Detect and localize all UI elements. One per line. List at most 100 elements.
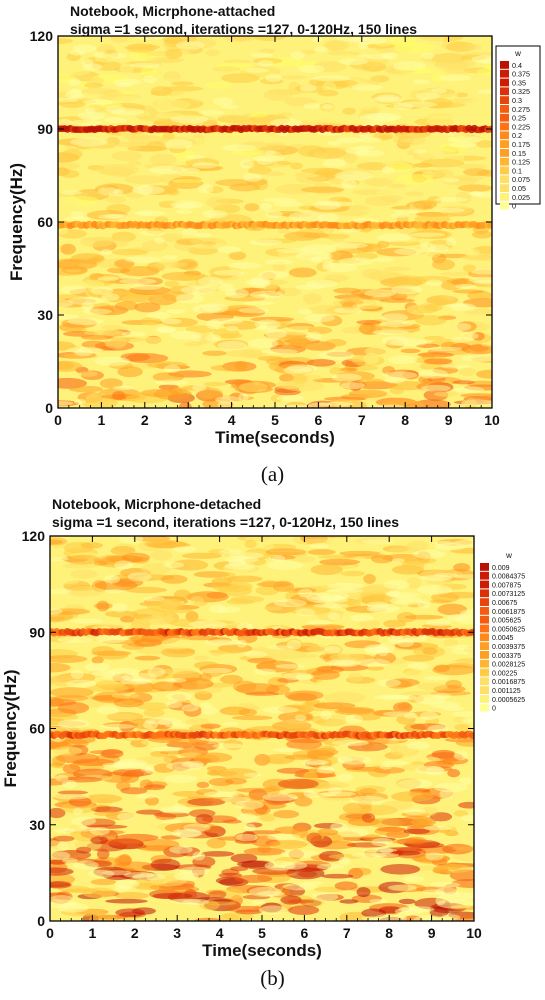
legend-swatch	[480, 651, 489, 659]
legend-level-label: 0.05	[512, 184, 526, 193]
legend-level-label: 0.009	[492, 565, 510, 572]
chart-title: Notebook, Micrphone-attached	[70, 3, 275, 19]
y-tick-label: 30	[37, 307, 53, 323]
y-axis-label: Frequency(Hz)	[1, 669, 20, 787]
legend-title: w	[505, 551, 512, 560]
caption-a: (a)	[260, 462, 285, 486]
x-tick-label: 1	[89, 925, 97, 941]
legend-swatch	[480, 571, 489, 580]
legend-swatch	[480, 598, 489, 606]
legend-level-label: 0.375	[512, 70, 530, 79]
legend-level-label: 0.0005625	[492, 697, 525, 704]
legend-swatch	[480, 642, 489, 650]
x-tick-label: 3	[184, 412, 192, 428]
chart-subtitle: sigma =1 second, iterations =127, 0-120H…	[70, 21, 417, 37]
x-tick-label: 6	[315, 412, 323, 428]
legend-swatch	[500, 122, 509, 131]
legend-swatch	[480, 607, 489, 615]
x-tick-label: 8	[401, 412, 409, 428]
y-tick-label: 0	[45, 400, 53, 416]
legend-level-label: 0.005625	[492, 618, 521, 625]
chart-subtitle: sigma =1 second, iterations =127, 0-120H…	[52, 514, 399, 530]
legend-swatch	[480, 686, 489, 694]
legend-swatch	[500, 131, 509, 140]
legend-swatch	[500, 105, 509, 113]
x-tick-label: 2	[131, 925, 139, 941]
spectral-band-90hz	[50, 627, 474, 637]
legend-title: w	[514, 49, 521, 58]
y-axis-label: Frequency(Hz)	[7, 163, 26, 281]
legend-level-label: 0.325	[512, 87, 530, 96]
legend-level-label: 0.0061875	[492, 609, 525, 616]
legend-level-label: 0.0073125	[492, 591, 525, 598]
y-tick-label: 120	[30, 28, 54, 44]
x-tick-label: 10	[484, 412, 500, 428]
spectrogram-panel-a: Notebook, Micrphone-attached sigma =1 sec…	[7, 3, 541, 486]
legend-level-label: 0.003375	[492, 653, 521, 660]
legend-level-label: 0.1	[512, 166, 522, 175]
legend-swatch	[500, 61, 509, 69]
legend-swatch	[500, 193, 509, 201]
chart-b: Notebook, Micrphone-detached sigma =1 sec…	[1, 496, 542, 960]
legend-level-label: 0.25	[512, 114, 526, 123]
legend-swatch	[480, 624, 489, 633]
x-tick-label: 6	[301, 925, 309, 941]
y-tick-label: 60	[29, 721, 45, 737]
legend-level-label: 0.0084375	[492, 574, 525, 581]
legend-level-label: 0.125	[512, 158, 530, 167]
caption-b: (b)	[260, 966, 285, 990]
legend-swatch	[480, 563, 489, 571]
legend-level-label: 0.0016875	[492, 679, 525, 686]
legend-swatch	[500, 175, 509, 184]
legend-level-label: 0.3	[512, 96, 522, 105]
legend-swatch	[480, 580, 489, 589]
x-tick-label: 2	[141, 412, 149, 428]
heatmap-field	[50, 536, 474, 921]
legend-level-label: 0.025	[512, 193, 530, 202]
legend-level-label: 0.0028125	[492, 662, 525, 669]
x-tick-label: 3	[173, 925, 181, 941]
legend-swatch	[480, 633, 489, 642]
legend-swatch	[500, 96, 509, 104]
legend-swatch	[500, 184, 509, 192]
legend-swatch	[480, 668, 489, 677]
legend-level-label: 0.075	[512, 175, 530, 184]
legend-level-label: 0.275	[512, 105, 530, 114]
legend-swatch	[480, 695, 489, 703]
spectrogram-panel-b: Notebook, Micrphone-detached sigma =1 sec…	[0, 496, 545, 1000]
x-tick-label: 5	[258, 925, 266, 941]
y-tick-label: 30	[29, 817, 45, 833]
legend-swatch	[500, 157, 509, 166]
legend-level-label: 0.225	[512, 122, 530, 131]
legend-swatch	[500, 78, 509, 87]
legend-swatch	[480, 703, 489, 712]
legend-level-label: 0.35	[512, 78, 526, 87]
spectral-band-90hz	[58, 124, 492, 134]
legend-swatch	[480, 677, 489, 686]
legend-level-label: 0.0045	[492, 635, 514, 642]
x-tick-label: 7	[343, 925, 351, 941]
legend-swatch	[500, 201, 509, 210]
legend-swatch	[500, 87, 509, 96]
legend-level-label: 0.175	[512, 140, 530, 149]
chart-a: Notebook, Micrphone-attached sigma =1 sec…	[7, 3, 541, 447]
legend-swatch	[480, 589, 489, 598]
x-tick-label: 4	[228, 412, 236, 428]
legend-level-label: 0.00225	[492, 670, 517, 677]
y-tick-label: 120	[22, 528, 46, 544]
legend-level-label: 0.0039375	[492, 644, 525, 651]
legend-level-label: 0	[492, 706, 496, 713]
y-tick-label: 60	[37, 214, 53, 230]
legend-level-label: 0.4	[512, 61, 522, 70]
legend-level-label: 0.007875	[492, 582, 521, 589]
color-legend: w0.40.3750.350.3250.30.2750.250.2250.20.…	[495, 45, 541, 211]
y-tick-label: 0	[37, 913, 45, 929]
spectral-band-58hz	[50, 730, 474, 740]
legend-swatch	[480, 659, 489, 668]
x-tick-label: 4	[216, 925, 224, 941]
x-tick-label: 10	[466, 925, 482, 941]
legend-swatch	[500, 166, 509, 175]
legend-swatch	[500, 69, 509, 78]
x-tick-label: 8	[385, 925, 393, 941]
